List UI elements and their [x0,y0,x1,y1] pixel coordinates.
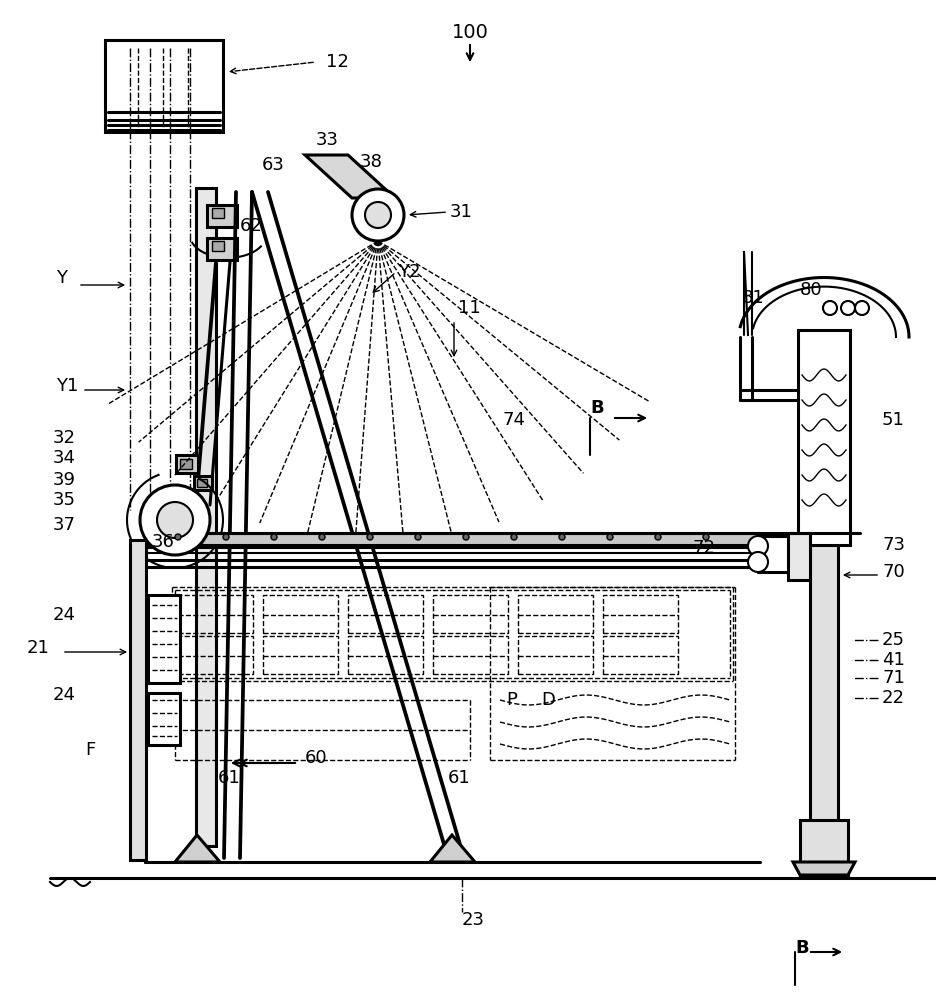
Text: 11: 11 [458,299,481,317]
Circle shape [463,534,469,540]
Text: 39: 39 [53,471,76,489]
Text: 12: 12 [326,53,349,71]
Text: 36: 36 [152,533,175,551]
Text: 34: 34 [53,449,76,467]
Text: 60: 60 [305,749,328,767]
Text: Y2: Y2 [398,263,420,281]
Bar [178,595,253,633]
Bar [207,238,237,260]
Bar [518,595,593,633]
Text: F: F [85,741,95,759]
Text: 25: 25 [882,631,905,649]
Text: D: D [541,691,555,709]
Text: B: B [590,399,604,417]
Text: 24: 24 [53,686,76,704]
Circle shape [352,189,404,241]
Polygon shape [788,533,810,580]
Circle shape [175,534,181,540]
Bar [196,188,216,846]
Text: 100: 100 [451,22,489,41]
Bar [178,636,253,674]
Circle shape [855,301,869,315]
Text: 73: 73 [882,536,905,554]
Text: 61: 61 [218,769,241,787]
Text: 72: 72 [692,539,715,557]
Text: 24: 24 [53,606,76,624]
Bar [194,476,212,490]
Text: 74: 74 [502,411,525,429]
Bar [798,330,850,545]
Bar [263,595,338,633]
Bar [148,595,180,683]
Polygon shape [305,155,395,198]
Bar [148,693,180,745]
Bar [433,595,508,633]
Circle shape [319,534,325,540]
Circle shape [367,534,373,540]
Polygon shape [175,835,220,862]
Text: 80: 80 [800,281,823,299]
Text: 81: 81 [742,289,765,307]
Circle shape [841,301,855,315]
Circle shape [511,534,517,540]
Text: Y: Y [56,269,67,287]
Text: B: B [795,939,809,957]
Bar [197,479,207,487]
Text: 71: 71 [882,669,905,687]
Circle shape [271,534,277,540]
Text: 63: 63 [262,156,285,174]
Text: 62: 62 [240,217,263,235]
Text: 32: 32 [53,429,76,447]
Bar [212,208,224,218]
Circle shape [157,502,193,538]
Circle shape [703,534,709,540]
Circle shape [607,534,613,540]
Bar [348,636,423,674]
Text: P: P [506,691,518,709]
Circle shape [223,534,229,540]
Circle shape [415,534,421,540]
Bar [603,595,678,633]
Circle shape [655,534,661,540]
Text: 31: 31 [450,203,473,221]
Text: 37: 37 [53,516,76,534]
Text: Y1: Y1 [56,377,79,395]
Bar [348,595,423,633]
Bar [105,40,223,132]
Text: 21: 21 [27,639,50,657]
Circle shape [559,534,565,540]
Bar [800,820,848,875]
Bar [145,533,760,545]
Bar [518,636,593,674]
Circle shape [365,202,391,228]
Text: 38: 38 [360,153,383,171]
Bar [433,636,508,674]
Circle shape [748,552,768,572]
Bar [180,459,192,469]
Text: 35: 35 [53,491,76,509]
Bar [603,636,678,674]
Text: 23: 23 [462,911,485,929]
Text: 33: 33 [316,131,339,149]
Polygon shape [430,835,475,862]
Text: 22: 22 [882,689,905,707]
Circle shape [748,536,768,556]
Text: 70: 70 [882,563,905,581]
Polygon shape [793,862,855,875]
Circle shape [140,485,210,555]
Bar [263,636,338,674]
Text: 41: 41 [882,651,905,669]
Bar [176,455,198,473]
Text: 51: 51 [882,411,905,429]
Bar [130,540,146,860]
Text: 61: 61 [448,769,471,787]
Circle shape [823,301,837,315]
Bar [207,205,237,227]
Bar [810,400,838,860]
Bar [212,241,224,251]
